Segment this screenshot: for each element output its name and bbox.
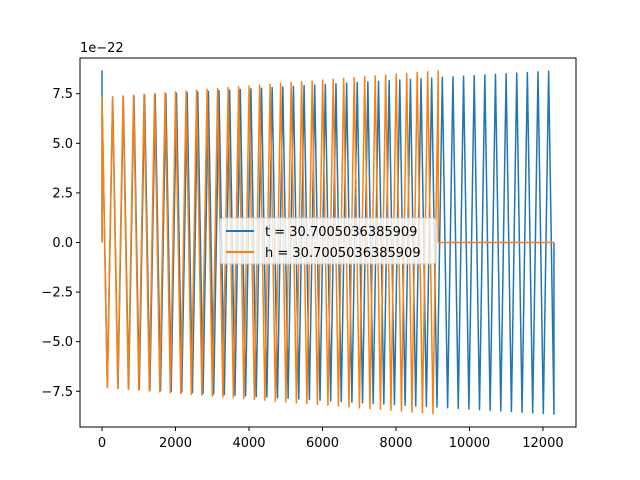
y-tick-label: 2.5 bbox=[52, 186, 73, 201]
y-tick-label: 5.0 bbox=[52, 137, 73, 152]
x-axis: 0 2000 4000 6000 8000 10000 12000 bbox=[98, 427, 564, 451]
y-tick-label: −2.5 bbox=[41, 286, 73, 301]
offset-text: 1e−22 bbox=[80, 41, 124, 56]
legend-label-h: h = 30.7005036385909 bbox=[265, 246, 421, 261]
y-tick-label: −7.5 bbox=[41, 385, 73, 400]
y-axis: −7.5 −5.0 −2.5 0.0 2.5 5.0 7.5 bbox=[41, 87, 80, 400]
y-tick-label: 0.0 bbox=[52, 236, 73, 251]
series-line-t bbox=[101, 70, 555, 415]
x-tick-label: 10000 bbox=[449, 436, 490, 451]
x-tick-label: 12000 bbox=[522, 436, 563, 451]
legend-label-t: t = 30.7005036385909 bbox=[265, 225, 417, 240]
legend: t = 30.7005036385909 h = 30.700503638590… bbox=[219, 217, 437, 265]
x-tick-label: 0 bbox=[98, 436, 106, 451]
x-tick-label: 2000 bbox=[159, 436, 192, 451]
x-tick-label: 4000 bbox=[232, 436, 265, 451]
y-tick-label: 7.5 bbox=[52, 87, 73, 102]
y-tick-label: −5.0 bbox=[41, 335, 73, 350]
x-tick-label: 6000 bbox=[306, 436, 339, 451]
legend-box bbox=[219, 217, 437, 265]
x-tick-label: 8000 bbox=[379, 436, 412, 451]
